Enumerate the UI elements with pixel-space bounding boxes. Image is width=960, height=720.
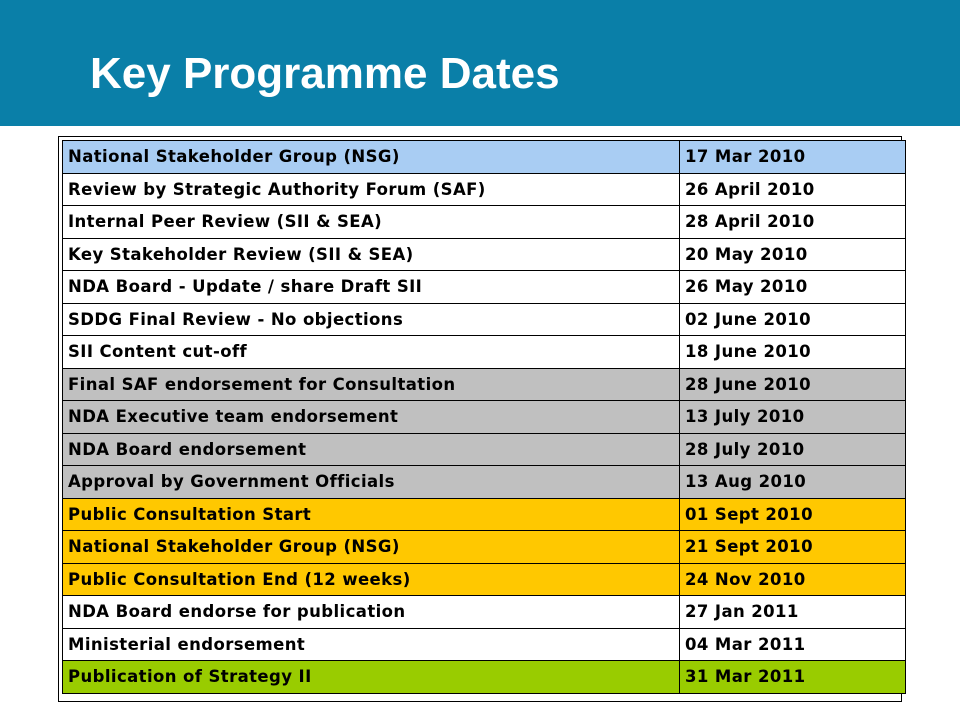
table-row: Public Consultation Start 01 Sept 2010: [62, 497, 906, 531]
milestone-cell: Public Consultation End (12 weeks): [62, 562, 680, 596]
table-row: NDA Board endorse for publication 27 Jan …: [62, 595, 906, 629]
milestone-cell: Review by Strategic Authority Forum (SAF…: [62, 172, 680, 206]
table-row: National Stakeholder Group (NSG) 21 Sept …: [62, 530, 906, 564]
date-cell: 13 Aug 2010: [679, 465, 906, 499]
milestone-cell: NDA Executive team endorsement: [62, 400, 680, 434]
table-row: Approval by Government Officials 13 Aug 2…: [62, 465, 906, 499]
milestone-cell: SII Content cut-off: [62, 335, 680, 369]
milestone-cell: NDA Board endorsement: [62, 432, 680, 466]
date-cell: 26 May 2010: [679, 270, 906, 304]
milestone-cell: Public Consultation Start: [62, 497, 680, 531]
table-row: NDA Board - Update / share Draft SII 26 M…: [62, 270, 906, 304]
milestone-cell: NDA Board - Update / share Draft SII: [62, 270, 680, 304]
table-row: Final SAF endorsement for Consultation 28…: [62, 367, 906, 401]
table-row: Public Consultation End (12 weeks) 24 Nov…: [62, 562, 906, 596]
table-row: Publication of Strategy II 31 Mar 2011: [62, 660, 906, 694]
date-cell: 21 Sept 2010: [679, 530, 906, 564]
date-cell: 01 Sept 2010: [679, 497, 906, 531]
date-cell: 27 Jan 2011: [679, 595, 906, 629]
dates-table-container: National Stakeholder Group (NSG) 17 Mar 2…: [62, 140, 906, 694]
header-band: [0, 0, 960, 126]
table-row: Review by Strategic Authority Forum (SAF…: [62, 172, 906, 206]
date-cell: 28 June 2010: [679, 367, 906, 401]
milestone-cell: National Stakeholder Group (NSG): [62, 140, 680, 174]
milestone-cell: Internal Peer Review (SII & SEA): [62, 205, 680, 239]
table-row: Ministerial endorsement 04 Mar 2011: [62, 627, 906, 661]
milestone-cell: NDA Board endorse for publication: [62, 595, 680, 629]
milestone-cell: National Stakeholder Group (NSG): [62, 530, 680, 564]
table-row: Internal Peer Review (SII & SEA) 28 April…: [62, 205, 906, 239]
milestone-cell: Final SAF endorsement for Consultation: [62, 367, 680, 401]
programme-dates-table: National Stakeholder Group (NSG) 17 Mar 2…: [62, 140, 906, 694]
date-cell: 13 July 2010: [679, 400, 906, 434]
milestone-cell: SDDG Final Review - No objections: [62, 302, 680, 336]
date-cell: 02 June 2010: [679, 302, 906, 336]
milestone-cell: Publication of Strategy II: [62, 660, 680, 694]
date-cell: 28 April 2010: [679, 205, 906, 239]
table-body: National Stakeholder Group (NSG) 17 Mar 2…: [62, 140, 906, 694]
date-cell: 04 Mar 2011: [679, 627, 906, 661]
table-row: NDA Executive team endorsement 13 July 20…: [62, 400, 906, 434]
milestone-cell: Ministerial endorsement: [62, 627, 680, 661]
date-cell: 17 Mar 2010: [679, 140, 906, 174]
table-row: National Stakeholder Group (NSG) 17 Mar 2…: [62, 140, 906, 174]
page-title: Key Programme Dates: [90, 49, 560, 98]
date-cell: 31 Mar 2011: [679, 660, 906, 694]
date-cell: 26 April 2010: [679, 172, 906, 206]
milestone-cell: Approval by Government Officials: [62, 465, 680, 499]
date-cell: 18 June 2010: [679, 335, 906, 369]
date-cell: 24 Nov 2010: [679, 562, 906, 596]
milestone-cell: Key Stakeholder Review (SII & SEA): [62, 237, 680, 271]
table-row: SII Content cut-off 18 June 2010: [62, 335, 906, 369]
table-row: SDDG Final Review - No objections 02 June…: [62, 302, 906, 336]
date-cell: 20 May 2010: [679, 237, 906, 271]
table-row: Key Stakeholder Review (SII & SEA) 20 May…: [62, 237, 906, 271]
date-cell: 28 July 2010: [679, 432, 906, 466]
table-row: NDA Board endorsement 28 July 2010: [62, 432, 906, 466]
